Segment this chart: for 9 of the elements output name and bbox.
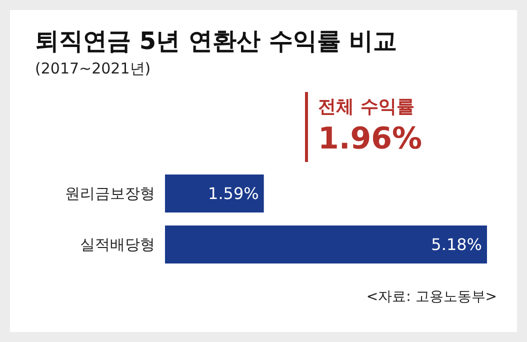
y-tick-label: 실적배당형 — [80, 236, 155, 254]
data-label: 1.59% — [208, 184, 259, 203]
y-tick-label: 원리금보장형 — [65, 184, 155, 202]
text: <자료: 고용노동부> — [366, 289, 498, 305]
text: 1.96% — [318, 122, 422, 156]
data-label: 5.18% — [431, 235, 482, 254]
text: 전체 수익률 — [318, 96, 414, 118]
chart-title: 퇴직연금 5년 연환산 수익률 비교 — [35, 27, 398, 55]
chart-subtitle: (2017~2021년) — [35, 60, 151, 78]
